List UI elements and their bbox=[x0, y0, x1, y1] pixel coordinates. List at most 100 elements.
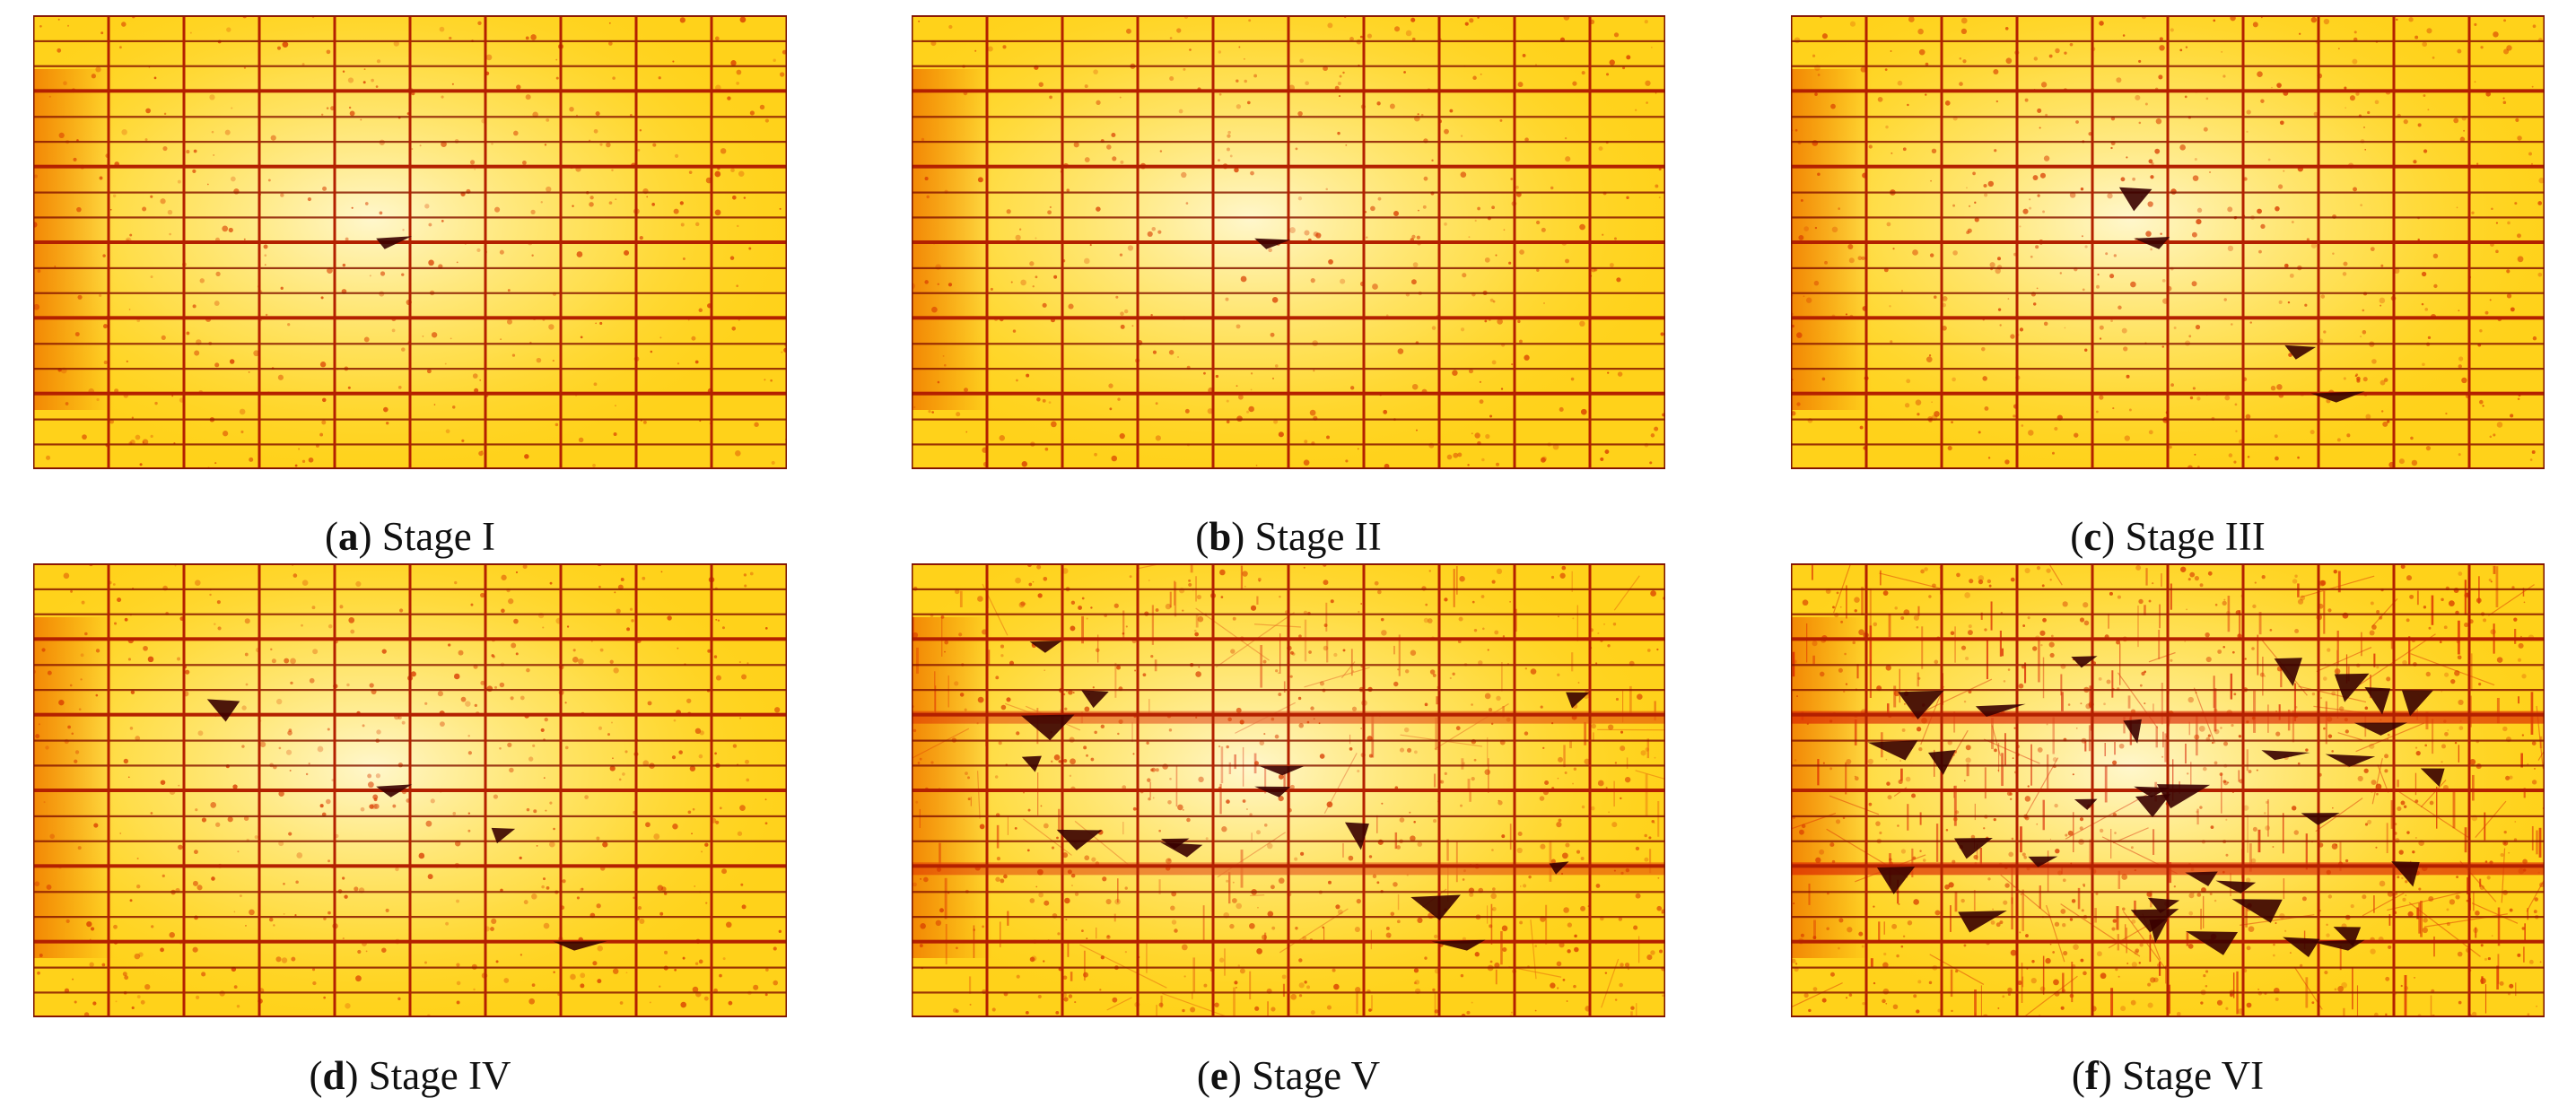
speckle-spot bbox=[1494, 630, 1499, 635]
speckle-spot bbox=[2528, 959, 2534, 964]
speckle-spot bbox=[467, 812, 471, 815]
speckle-spot bbox=[2382, 421, 2388, 427]
speckle-spot bbox=[511, 353, 516, 357]
speckle-spot bbox=[1557, 777, 1559, 780]
speckle-spot bbox=[1518, 339, 1523, 344]
speckle-spot bbox=[1236, 902, 1243, 910]
speckle-spot bbox=[2004, 459, 2010, 465]
speckle-spot bbox=[1236, 707, 1242, 713]
speckle-spot bbox=[1541, 227, 1546, 232]
speckle-spot bbox=[2522, 859, 2528, 865]
speckle-spot bbox=[1068, 994, 1073, 998]
speckle-spot bbox=[472, 373, 478, 379]
speckle-spot bbox=[2054, 921, 2060, 927]
speckle-spot bbox=[1176, 355, 1180, 359]
speckle-spot bbox=[549, 581, 553, 585]
speckle-spot bbox=[546, 118, 550, 122]
speckle-spot bbox=[531, 893, 537, 900]
speckle-spot bbox=[2048, 54, 2053, 58]
speckle-spot bbox=[74, 759, 78, 763]
speckle-spot bbox=[1029, 956, 1035, 963]
speckle-spot bbox=[2043, 321, 2048, 327]
speckle-spot bbox=[1558, 615, 1559, 618]
speckle-spot bbox=[671, 755, 677, 760]
speckle-spot bbox=[2332, 252, 2335, 255]
speckle-spot bbox=[1053, 754, 1061, 761]
speckle-spot bbox=[2027, 785, 2030, 788]
speckle-spot bbox=[1997, 1007, 2000, 1009]
speckle-spot bbox=[2112, 407, 2115, 410]
speckle-spot bbox=[63, 81, 67, 86]
dark-fragment bbox=[2284, 344, 2317, 360]
speckle-spot bbox=[1381, 630, 1387, 636]
speckle-spot bbox=[195, 808, 198, 812]
caption-label: Stage IV bbox=[368, 1053, 511, 1098]
speckle-spot bbox=[1106, 144, 1112, 150]
speckle-spot bbox=[1167, 800, 1172, 805]
speckle-spot bbox=[1803, 295, 1805, 298]
speckle-spot bbox=[1083, 745, 1087, 750]
speckle-spot bbox=[131, 416, 134, 419]
speckle-spot bbox=[1925, 93, 1927, 96]
speckle-spot bbox=[1572, 617, 1575, 620]
speckle-spot bbox=[732, 744, 738, 748]
speckle-spot bbox=[194, 850, 198, 855]
speckle-spot bbox=[532, 744, 536, 747]
speckle-spot bbox=[150, 434, 153, 439]
speckle-spot bbox=[227, 816, 233, 823]
speckle-spot bbox=[506, 318, 512, 325]
cell-gap-horizontal bbox=[1791, 316, 2545, 320]
speckle-spot bbox=[2381, 410, 2384, 413]
speckle-spot bbox=[2041, 584, 2045, 588]
speckle-spot bbox=[602, 841, 608, 848]
speckle-spot bbox=[2154, 148, 2161, 154]
speckle-spot bbox=[2231, 323, 2233, 326]
speckle-spot bbox=[2120, 177, 2126, 182]
speckle-spot bbox=[1270, 885, 1275, 890]
speckle-spot bbox=[2103, 702, 2106, 706]
crack-line bbox=[1250, 894, 1265, 897]
speckle-spot bbox=[2250, 858, 2257, 864]
speckle-spot bbox=[494, 685, 498, 689]
speckle-spot bbox=[1025, 1010, 1029, 1015]
vertical-streak bbox=[2523, 788, 2526, 798]
speckle-spot bbox=[138, 952, 144, 957]
speckle-spot bbox=[1150, 313, 1153, 317]
speckle-spot bbox=[1482, 627, 1485, 631]
speckle-spot bbox=[1894, 606, 1898, 610]
speckle-spot bbox=[1257, 906, 1259, 909]
speckle-spot bbox=[1821, 998, 1827, 1003]
speckle-spot bbox=[491, 918, 497, 924]
speckle-spot bbox=[1626, 55, 1631, 60]
speckle-spot bbox=[136, 857, 139, 860]
speckle-spot bbox=[1469, 892, 1474, 897]
speckle-spot bbox=[1942, 295, 1948, 301]
speckle-spot bbox=[289, 770, 292, 771]
speckle-spot bbox=[312, 649, 319, 655]
vertical-streak bbox=[2524, 923, 2526, 944]
speckle-spot bbox=[2105, 252, 2109, 256]
speckle-spot bbox=[1612, 623, 1617, 626]
speckle-spot bbox=[327, 911, 331, 915]
speckle-spot bbox=[592, 464, 596, 467]
speckle-spot bbox=[351, 206, 354, 209]
speckle-spot bbox=[2238, 735, 2242, 738]
speckle-spot bbox=[93, 823, 99, 828]
vertical-streak bbox=[1883, 921, 1885, 935]
vertical-streak bbox=[1917, 606, 1920, 616]
vertical-streak bbox=[2531, 825, 2534, 851]
speckle-spot bbox=[1255, 830, 1262, 835]
speckle-spot bbox=[1126, 28, 1131, 34]
speckle-spot bbox=[2505, 775, 2511, 780]
speckle-spot bbox=[1519, 920, 1524, 925]
vertical-streak bbox=[1654, 701, 1656, 721]
speckle-spot bbox=[369, 275, 371, 277]
vertical-streak bbox=[2247, 815, 2249, 853]
speckle-spot bbox=[1484, 257, 1490, 263]
speckle-spot bbox=[1563, 907, 1569, 913]
speckle-spot bbox=[1622, 66, 1626, 70]
speckle-spot bbox=[33, 174, 38, 179]
vertical-streak bbox=[2514, 628, 2517, 644]
speckle-spot bbox=[456, 981, 461, 986]
speckle-spot bbox=[1581, 71, 1585, 75]
